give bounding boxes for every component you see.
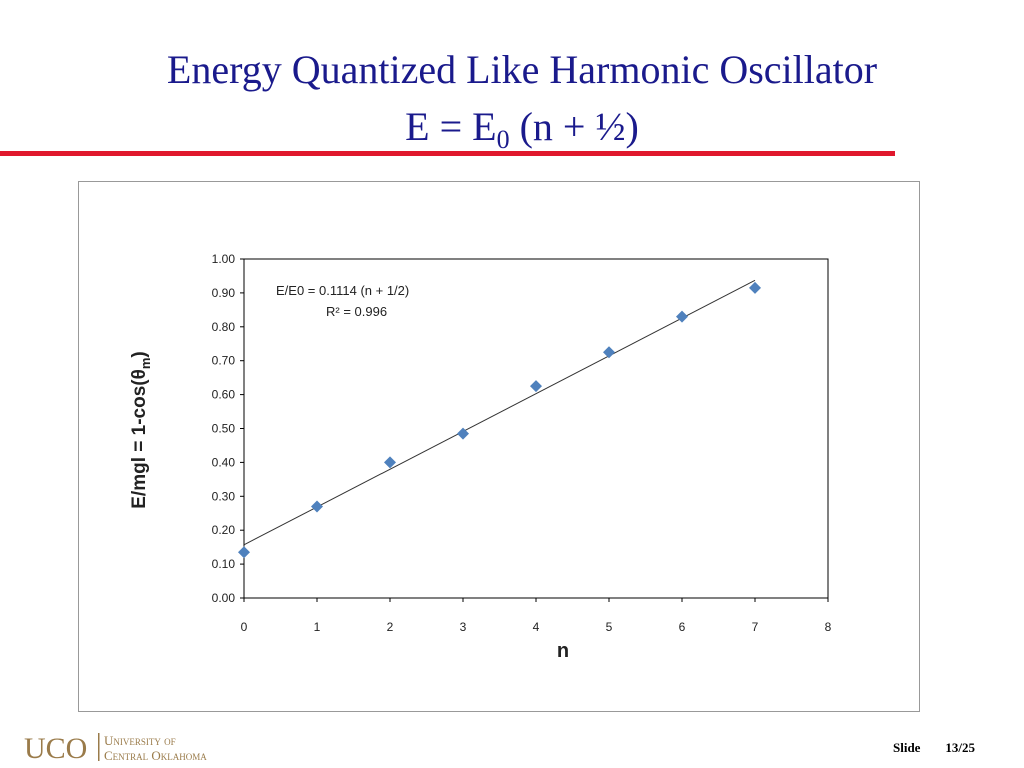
data-point	[457, 427, 469, 440]
slide-number: 13/25	[945, 740, 975, 755]
data-point	[384, 456, 396, 469]
subtitle: E = E0 (n + ½)	[405, 104, 639, 154]
data-point	[603, 346, 615, 359]
logo: UCO	[24, 732, 87, 765]
university-line1: University of	[104, 733, 176, 748]
y-tick-label: 0.80	[212, 320, 236, 334]
x-tick-label: 7	[752, 620, 759, 634]
title: Energy Quantized Like Harmonic Oscillato…	[167, 47, 877, 92]
x-tick-label: 2	[387, 620, 394, 634]
x-tick-label: 0	[241, 620, 248, 634]
logo-divider	[98, 733, 100, 761]
y-tick-label: 0.10	[212, 557, 236, 571]
y-label-sub: m	[138, 358, 153, 370]
data-point	[530, 380, 542, 393]
title-rule	[0, 151, 895, 156]
data-point	[676, 310, 688, 323]
y-tick-label: 0.70	[212, 354, 236, 368]
y-tick-label: 0.20	[212, 523, 236, 537]
data-point	[311, 500, 323, 513]
plot: 0.00 0.10 0.20 0.30 0.40 0.50 0.60 0.70 0.80 0.90…	[212, 252, 832, 634]
subtitle-rest: (n + ½)	[510, 104, 639, 149]
y-tick-label: 1.00	[212, 252, 236, 266]
x-axis-label: n	[557, 640, 569, 662]
subtitle-sub: 0	[497, 125, 510, 154]
trendline	[243, 279, 756, 546]
y-tick-label: 0.60	[212, 388, 236, 402]
y-tick-label: 0.90	[212, 286, 236, 300]
x-tick-label: 8	[825, 620, 832, 634]
subtitle-main: E = E	[405, 104, 496, 149]
y-tick-label: 0.50	[212, 422, 236, 436]
x-tick-label: 1	[314, 620, 321, 634]
data-point	[238, 546, 250, 559]
y-tick-label: 0.40	[212, 455, 236, 469]
y-tick-label: 0.30	[212, 489, 236, 503]
x-tick-label: 4	[533, 620, 540, 634]
slide-label: Slide	[893, 740, 921, 755]
chart-frame	[78, 181, 920, 712]
trend-equation: E/E0 = 0.1114 (n + 1/2)	[276, 283, 409, 298]
x-tick-label: 5	[606, 620, 613, 634]
x-tick-label: 6	[679, 620, 686, 634]
data-point	[749, 281, 761, 294]
y-tick-label: 0.00	[212, 591, 236, 605]
y-label-main: E/mgl = 1-cos(θ	[129, 369, 150, 509]
y-label-end: )	[129, 351, 150, 357]
university-line2: Central Oklahoma	[104, 748, 207, 763]
r-squared: R² = 0.996	[326, 304, 387, 319]
x-tick-label: 3	[460, 620, 467, 634]
y-axis-label: E/mgl = 1-cos(θm)	[129, 351, 153, 509]
